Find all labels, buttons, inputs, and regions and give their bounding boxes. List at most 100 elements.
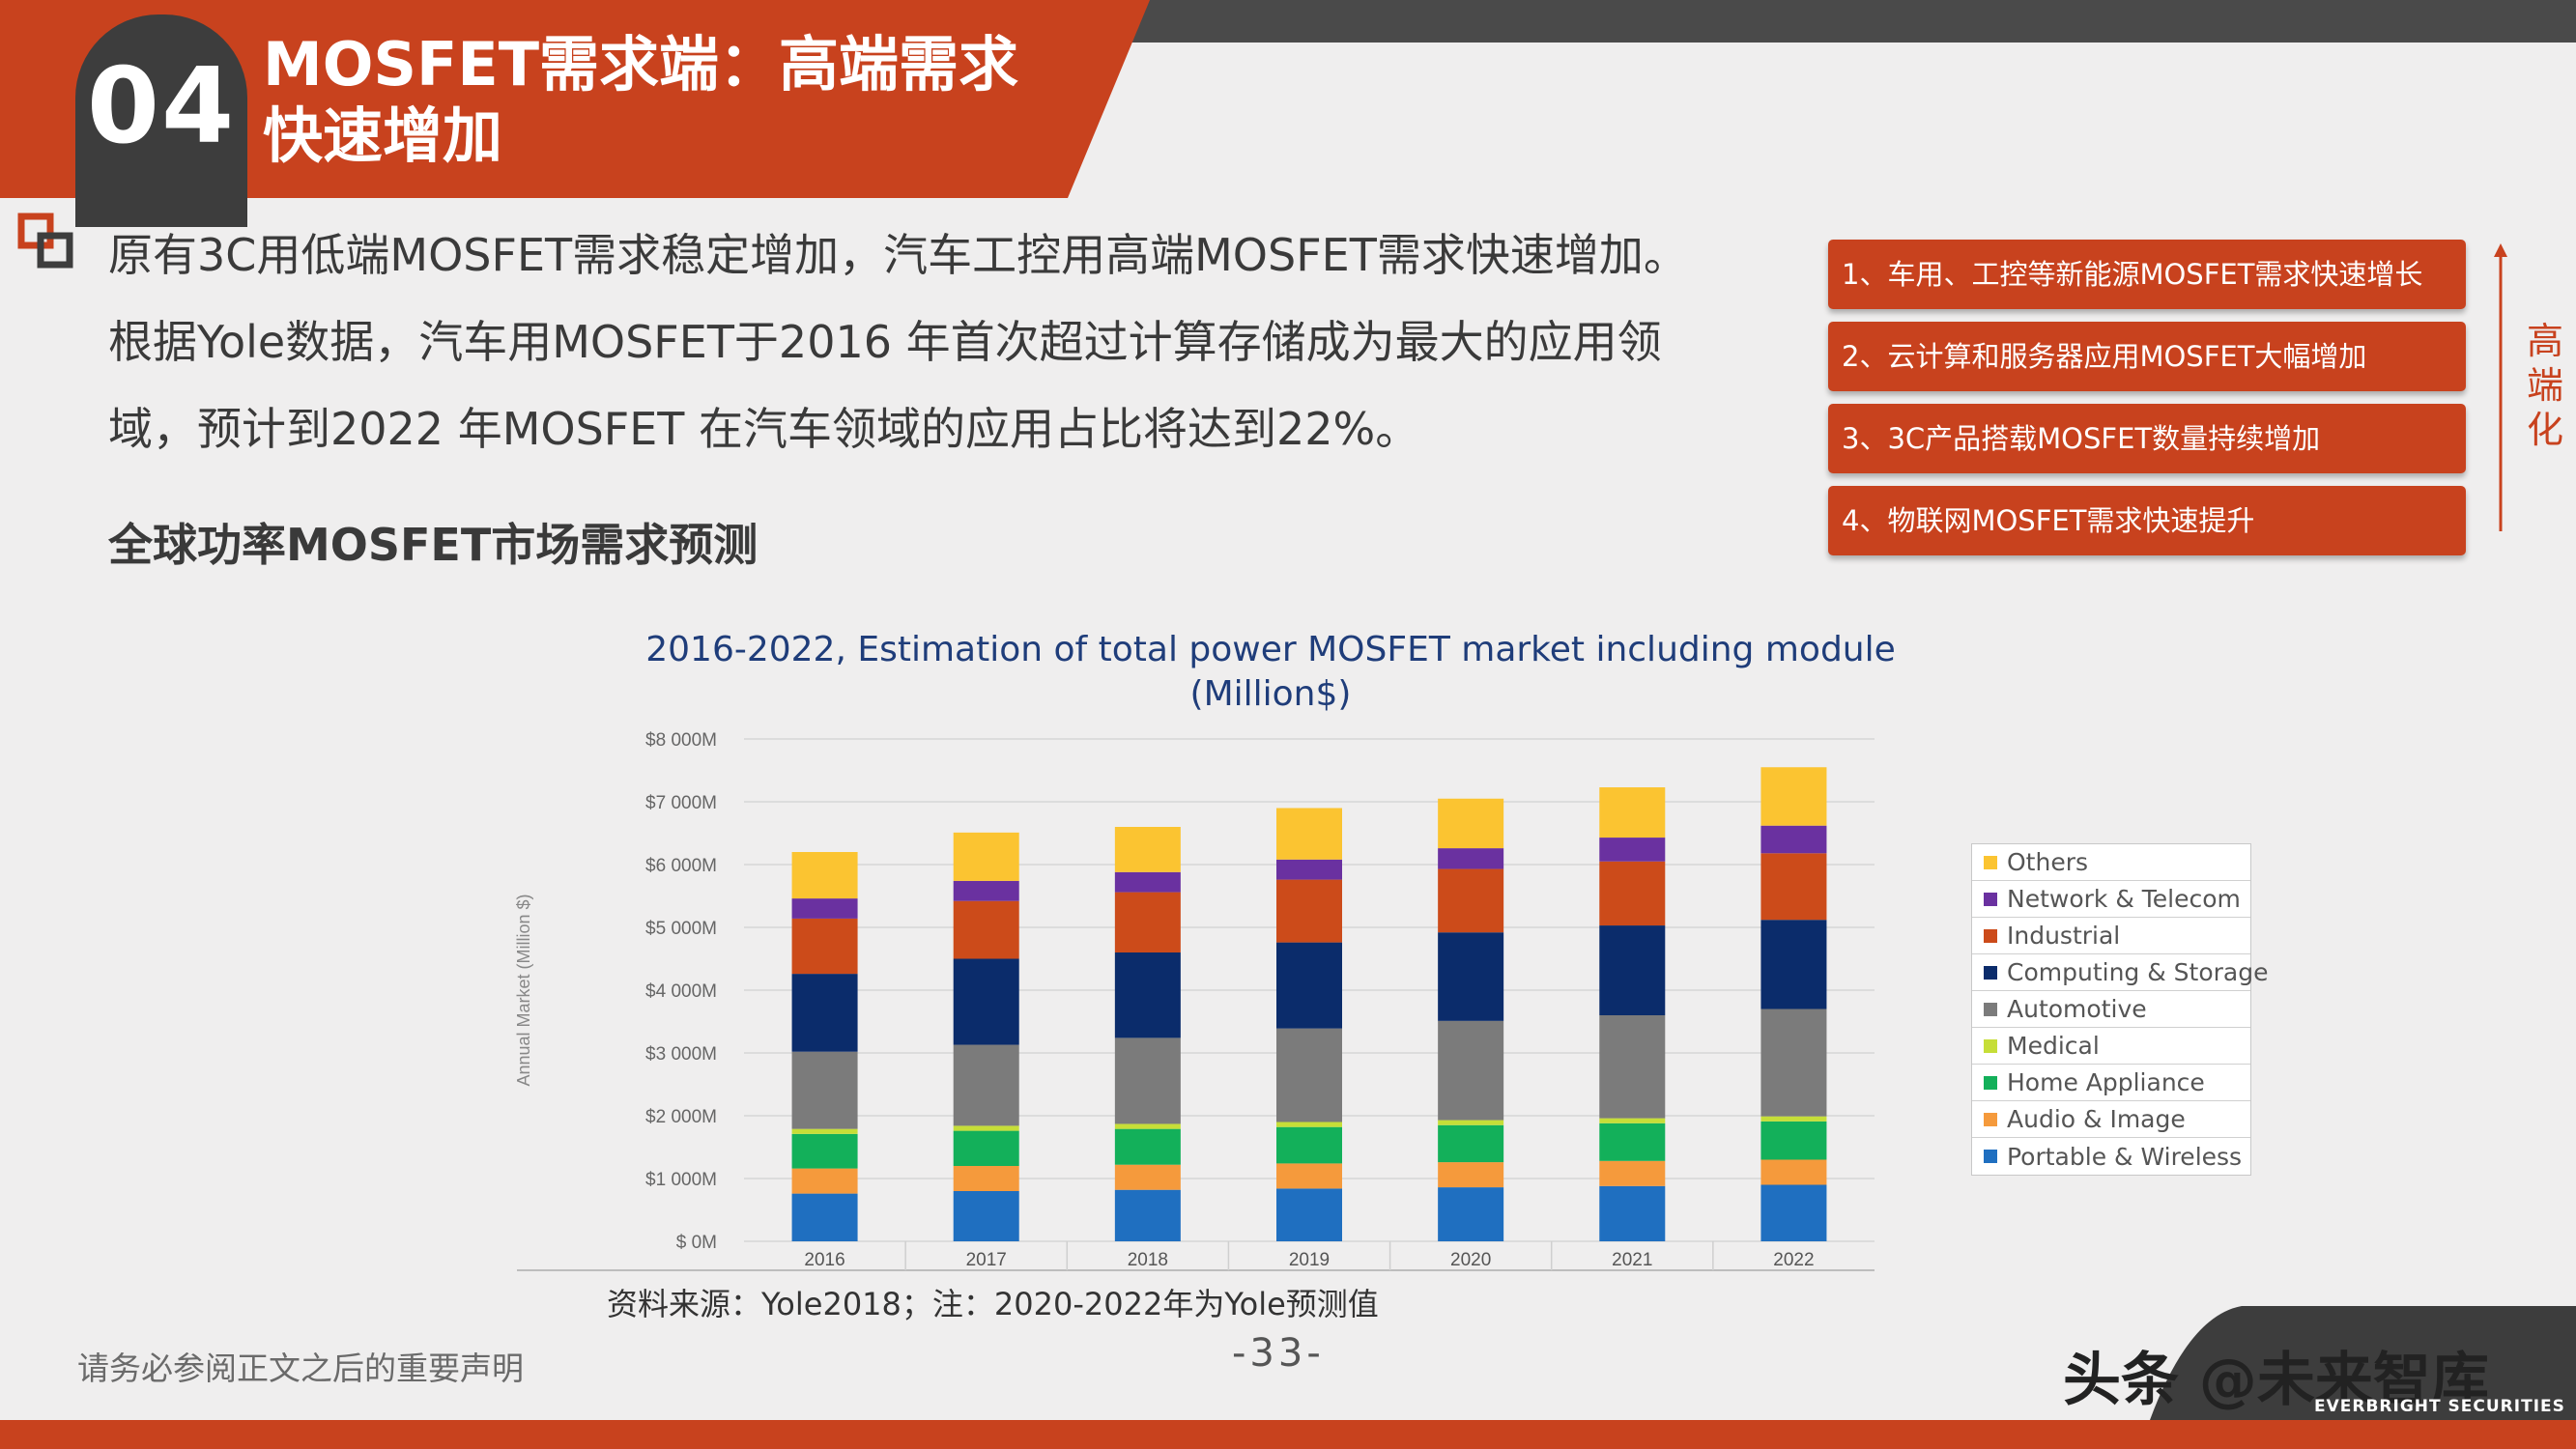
trend-label: 高端化	[2526, 320, 2563, 451]
bar-segment	[1276, 1163, 1342, 1189]
section-number-badge	[75, 14, 247, 227]
bar-segment	[1114, 1164, 1181, 1190]
company-name: EVERBRIGHT SECURITIES	[2314, 1397, 2565, 1416]
driver-box-3: 3、3C产品搭载MOSFET数量持续增加	[1828, 404, 2466, 473]
y-tick-label: $7 000M	[645, 793, 717, 813]
bar-segment	[1438, 1120, 1504, 1125]
bar-segment	[1276, 942, 1342, 1029]
bar-segment	[953, 832, 1019, 881]
chart-title-line2: (Million$)	[1189, 674, 1352, 714]
bar-segment	[1599, 838, 1666, 862]
bar-segment	[953, 880, 1019, 901]
section-title: MOSFET需求端：高端需求 快速增加	[263, 29, 1132, 173]
legend-item: Medical	[1972, 1028, 2250, 1065]
bar-segment	[1599, 1015, 1666, 1119]
bar-segment	[1438, 1020, 1504, 1121]
x-tick-label: 2017	[966, 1250, 1007, 1270]
legend-swatch	[1984, 1002, 1997, 1016]
bar-segment	[791, 1168, 858, 1194]
y-tick-label: $4 000M	[645, 981, 717, 1002]
bar-segment	[1599, 925, 1666, 1015]
y-tick-label: $8 000M	[645, 730, 717, 751]
bar-segment	[1438, 868, 1504, 933]
y-tick-label: $6 000M	[645, 856, 717, 876]
bar-segment	[1114, 1037, 1181, 1124]
legend-label: Automotive	[2007, 995, 2147, 1023]
bar-segment	[791, 974, 858, 1052]
legend-swatch	[1984, 892, 1997, 906]
bar-segment	[953, 1044, 1019, 1126]
legend-swatch	[1984, 855, 1997, 869]
bar-segment	[1599, 1160, 1666, 1186]
legend-label: Others	[2007, 848, 2089, 876]
legend-label: Network & Telecom	[2007, 885, 2241, 913]
x-tick-label: 2016	[804, 1250, 844, 1270]
bar-segment	[1760, 1116, 1827, 1122]
footer-corner-shape	[2150, 1306, 2576, 1420]
legend-label: Home Appliance	[2007, 1068, 2205, 1096]
bar-segment	[1114, 892, 1181, 952]
bar-segment	[953, 1191, 1019, 1241]
section-title-line2: 快速增加	[263, 100, 503, 172]
bar-segment	[953, 1166, 1019, 1191]
bar-segment	[791, 1128, 858, 1134]
bar-segment	[953, 1125, 1019, 1131]
bar-segment	[1599, 1185, 1666, 1241]
bar-segment	[1599, 1118, 1666, 1123]
chart-legend: Others Network & Telecom Industrial Computi…	[1971, 843, 2268, 1176]
legend-item: Network & Telecom	[1972, 881, 2250, 918]
legend-item: Automotive	[1972, 991, 2250, 1028]
legend-swatch	[1984, 1038, 1997, 1053]
bar-segment	[1276, 1188, 1342, 1241]
legend-label: Computing & Storage	[2007, 958, 2269, 986]
bar-segment	[953, 1130, 1019, 1166]
x-tick-label: 2019	[1289, 1250, 1330, 1270]
legend-item: Portable & Wireless	[1972, 1138, 2250, 1175]
x-tick-label: 2018	[1128, 1250, 1168, 1270]
legend-swatch	[1984, 1112, 1997, 1126]
driver-box-1: 1、车用、工控等新能源MOSFET需求快速增长	[1828, 240, 2466, 309]
legend-item: Audio & Image	[1972, 1101, 2250, 1138]
bottom-bar	[0, 1420, 2576, 1449]
bar-segment	[791, 1051, 858, 1129]
bar-segment	[1760, 920, 1827, 1009]
y-tick-label: $ 0M	[676, 1233, 717, 1253]
bar-segment	[1760, 1121, 1827, 1160]
chart-title: 2016-2022, Estimation of total power MOS…	[618, 628, 1923, 717]
bar-segment	[1114, 1128, 1181, 1165]
bar-segment	[1276, 879, 1342, 943]
legend-label: Audio & Image	[2007, 1105, 2186, 1133]
legend-swatch	[1984, 928, 1997, 943]
bar-segment	[953, 900, 1019, 959]
bar-segment	[1114, 1123, 1181, 1129]
bar-segment	[791, 852, 858, 899]
bar-segment	[1760, 853, 1827, 921]
bar-segment	[1760, 767, 1827, 826]
bar-segment	[1114, 827, 1181, 872]
x-tick-label: 2021	[1612, 1250, 1652, 1270]
legend-label: Medical	[2007, 1032, 2100, 1060]
bar-segment	[1276, 808, 1342, 860]
bar-segment	[1438, 798, 1504, 849]
bar-segment	[1276, 1126, 1342, 1164]
bar-segment	[1276, 859, 1342, 880]
bar-segment	[1438, 932, 1504, 1021]
chart-section-subtitle: 全球功率MOSFET市场需求预测	[108, 519, 758, 571]
source-note: 资料来源：Yole2018；注：2020-2022年为Yole预测值	[607, 1286, 1379, 1322]
bar-segment	[791, 918, 858, 975]
chart-title-line1: 2016-2022, Estimation of total power MOS…	[645, 630, 1896, 669]
driver-box-4: 4、物联网MOSFET需求快速提升	[1828, 486, 2466, 555]
bar-segment	[1438, 1124, 1504, 1163]
legend-item: Industrial	[1972, 918, 2250, 954]
bar-segment	[1760, 1159, 1827, 1185]
legend-label: Portable & Wireless	[2007, 1142, 2243, 1171]
page-number: -33-	[1232, 1331, 1325, 1376]
intro-line-3: 域，预计到2022 年MOSFET 在汽车领域的应用占比将达到22%。	[108, 403, 1420, 455]
y-tick-label: $5 000M	[645, 919, 717, 939]
bar-segment	[1114, 952, 1181, 1038]
legend-swatch	[1984, 1150, 1997, 1163]
section-number: 04	[86, 46, 237, 167]
bar-segment	[1760, 1009, 1827, 1117]
legend-swatch	[1984, 1075, 1997, 1090]
x-tick-label: 2020	[1450, 1250, 1491, 1270]
